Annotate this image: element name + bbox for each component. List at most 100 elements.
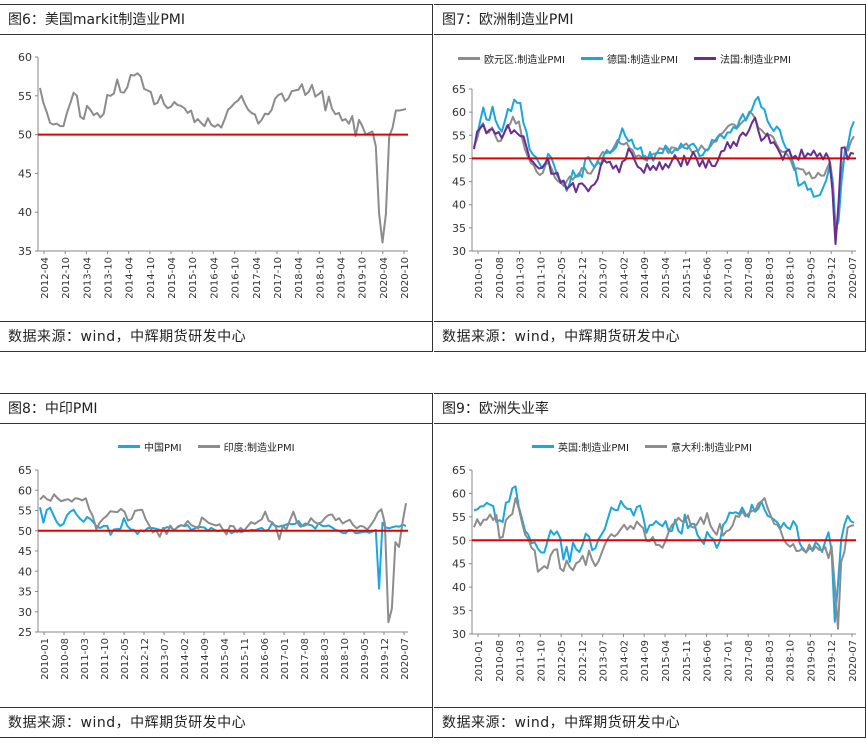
panel-divider [432, 4, 433, 352]
y-tick-label: 55 [452, 129, 466, 142]
y-tick-label: 55 [18, 505, 32, 518]
legend-item: 德国:制造业PMI [580, 51, 678, 66]
x-tick-label: 2015-10 [188, 257, 199, 299]
legend-label: 德国:制造业PMI [606, 55, 678, 66]
legend-swatch [580, 57, 603, 60]
x-tick-label: 2019-05 [806, 257, 817, 299]
x-tick-label: 2010-01 [474, 640, 485, 682]
y-tick-label: 65 [18, 464, 32, 477]
x-tick-label: 2019-04 [336, 257, 347, 299]
x-tick-label: 2013-07 [160, 638, 171, 680]
x-tick-label: 2020-07 [848, 640, 859, 682]
series-line [39, 506, 407, 590]
legend-label: 意大利:制造业PMI [670, 443, 752, 454]
x-tick-label: 2017-01 [723, 257, 734, 299]
x-tick-label: 2017-01 [280, 638, 291, 680]
x-tick-label: 2014-09 [640, 257, 651, 299]
x-tick-label: 2018-03 [765, 257, 776, 299]
data-source: 数据来源：wind，中辉期货研发中心 [434, 321, 866, 352]
legend-item: 法国:制造业PMI [693, 51, 791, 66]
panel-europe-unemployment: 图9：欧洲失业率 英国:制造业PMI 意大利:制造业PMI 30 35 40 45 50… [434, 393, 866, 738]
x-tick-label: 2018-04 [294, 257, 305, 299]
x-tick-label: 2017-08 [300, 638, 311, 680]
x-tick-label: 2019-05 [806, 640, 817, 682]
data-source: 数据来源：wind，中辉期货研发中心 [0, 707, 432, 738]
legend-swatch [197, 445, 220, 448]
x-tick-label: 2017-08 [744, 640, 755, 682]
y-tick-label: 50 [18, 129, 32, 142]
x-tick-label: 2019-12 [827, 257, 838, 299]
x-tick-label: 2012-05 [557, 257, 568, 299]
series-line [39, 493, 407, 624]
x-tick-label: 2018-03 [765, 640, 776, 682]
x-tick-label: 2010-01 [474, 257, 485, 299]
x-tick-label: 2015-04 [661, 640, 672, 682]
x-tick-label: 2015-04 [661, 257, 672, 299]
europe-pmi-chart: 30 35 40 45 50 55 60 65 2010-01 2010-08 2011-03 201… [452, 83, 859, 299]
legend: 欧元区:制造业PMI 德国:制造业PMI 法国:制造业PMI [458, 51, 791, 66]
x-tick-label: 2015-04 [220, 638, 231, 680]
x-tick-label: 2011-10 [536, 640, 547, 682]
y-tick-label: 50 [18, 525, 32, 538]
x-tick-label: 2014-02 [619, 257, 630, 299]
x-tick-label: 2014-02 [180, 638, 191, 680]
legend-item: 中国PMI [118, 439, 182, 454]
x-tick-label: 2012-10 [61, 257, 72, 299]
legend-label: 中国PMI [144, 443, 182, 454]
data-source: 数据来源：wind，中辉期货研发中心 [0, 321, 432, 352]
chart-title: 图8：中印PMI [0, 393, 432, 424]
y-tick-label: 40 [18, 565, 32, 578]
legend-swatch [532, 445, 554, 448]
x-tick-label: 2020-07 [400, 638, 411, 680]
x-tick-label: 2011-03 [80, 638, 91, 680]
x-tick-label: 2018-10 [786, 640, 797, 682]
y-tick-label: 25 [18, 626, 32, 639]
x-tick-label: 2016-06 [703, 640, 714, 682]
x-tick-label: 2012-12 [140, 638, 151, 680]
x-tick-label: 2017-04 [252, 257, 263, 299]
y-tick-label: 45 [18, 545, 32, 558]
x-tick-label: 2010-01 [40, 638, 51, 680]
x-tick-label: 2020-04 [379, 257, 390, 299]
x-tick-label: 2019-05 [360, 638, 371, 680]
x-tick-label: 2018-10 [340, 638, 351, 680]
y-tick-label: 35 [18, 586, 32, 599]
x-tick-label: 2012-05 [120, 638, 131, 680]
x-tick-label: 2018-10 [786, 257, 797, 299]
x-tick-label: 2013-07 [599, 640, 610, 682]
x-tick-label: 2015-11 [682, 257, 693, 299]
y-tick-label: 40 [18, 206, 32, 219]
x-tick-label: 2015-11 [240, 638, 251, 680]
x-tick-label: 2018-10 [315, 257, 326, 299]
x-tick-label: 2016-10 [231, 257, 242, 299]
legend-label: 印度:制造业PMI [223, 443, 295, 454]
x-tick-label: 2019-12 [827, 640, 838, 682]
y-tick-label: 65 [452, 83, 466, 96]
us-pmi-chart: 35 40 45 50 55 60 2012-04 2012-10 2013-04 2013-10… [18, 51, 411, 299]
x-tick-label: 2015-04 [167, 257, 178, 299]
legend: 中国PMI 印度:制造业PMI [118, 439, 295, 454]
y-tick-label: 50 [452, 534, 466, 547]
panel-divider [432, 393, 433, 738]
legend-item: 英国:制造业PMI [532, 439, 629, 454]
y-tick-label: 60 [18, 51, 32, 64]
x-tick-label: 2013-10 [104, 257, 115, 299]
y-tick-label: 30 [18, 606, 32, 619]
y-tick-label: 40 [452, 581, 466, 594]
legend-label: 英国:制造业PMI [558, 443, 629, 454]
y-tick-label: 30 [452, 628, 466, 641]
y-tick-label: 55 [18, 90, 32, 103]
y-tick-label: 35 [18, 245, 32, 258]
x-tick-label: 2016-06 [260, 638, 271, 680]
europe-unemployment-chart: 30 35 40 45 50 55 60 65 2010-01 2010-08 2011-03 201… [452, 464, 859, 682]
x-tick-label: 2014-10 [146, 257, 157, 299]
y-tick-label: 60 [452, 487, 466, 500]
china-india-pmi-chart: 25 30 35 40 45 50 55 60 65 2010-01 2010-08 2011-03 2… [18, 464, 411, 680]
y-tick-label: 55 [452, 511, 466, 524]
x-tick-label: 2010-08 [60, 638, 71, 680]
y-tick-label: 60 [452, 106, 466, 119]
y-tick-label: 40 [452, 199, 466, 212]
y-tick-label: 35 [452, 222, 466, 235]
y-tick-label: 35 [452, 605, 466, 618]
x-tick-label: 2012-12 [578, 257, 589, 299]
